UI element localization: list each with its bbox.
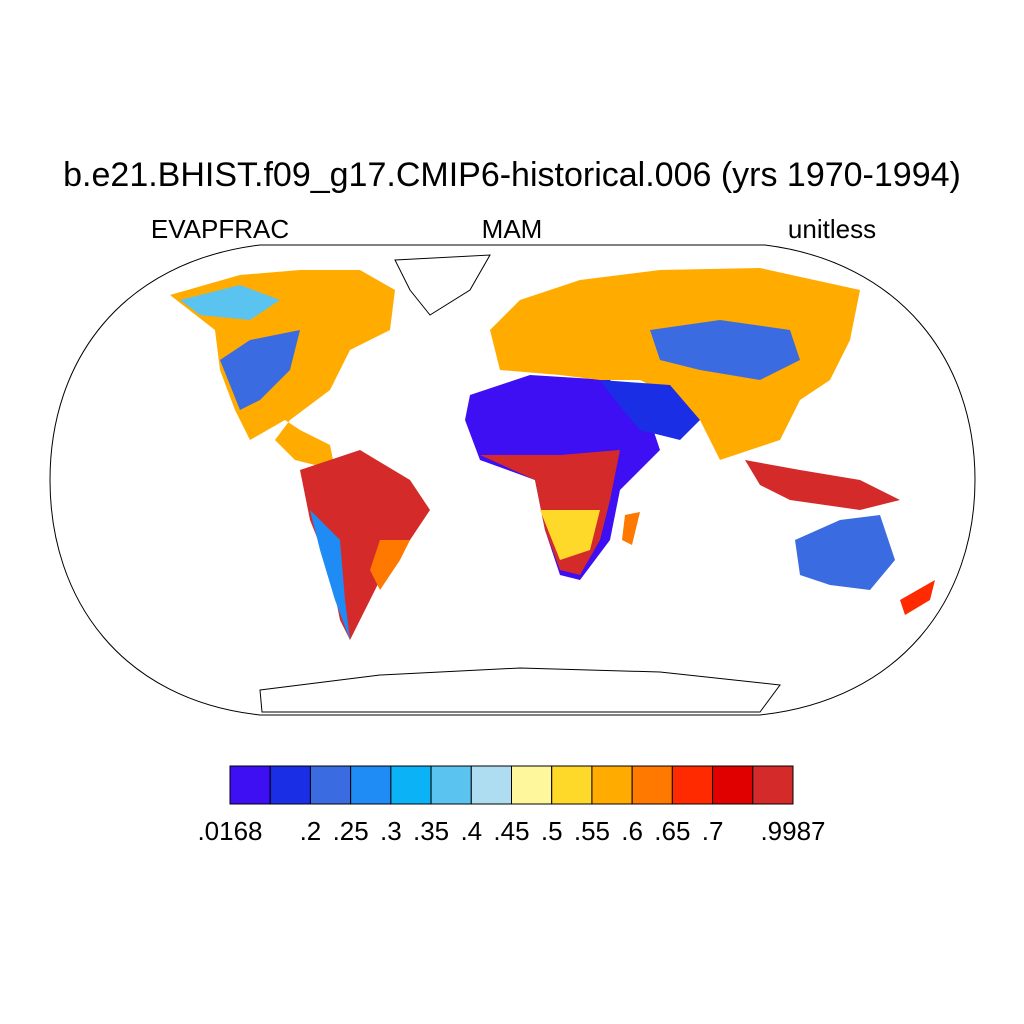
colorbar-box <box>712 765 754 805</box>
colorbar-box <box>269 765 311 805</box>
colorbar-label: .35 <box>413 816 449 846</box>
colorbar-label: .5 <box>541 816 563 846</box>
colorbar-label: .0168 <box>197 816 262 846</box>
right-string: unitless <box>788 214 876 244</box>
north-america-dry <box>220 330 300 410</box>
colorbar-label: .55 <box>574 816 610 846</box>
colorbar-box <box>470 765 512 805</box>
colorbar: .0168 .2 .25 .3 .35 .4 .45 .5 .55 .6 .65 .7 .9987 <box>197 765 826 846</box>
left-string: EVAPFRAC <box>151 214 289 244</box>
new-zealand <box>900 580 935 615</box>
arabia <box>600 380 700 440</box>
antarctica <box>259 667 781 713</box>
colorbar-box <box>229 765 271 805</box>
colorbar-label: .3 <box>380 816 402 846</box>
colorbar-box <box>752 765 794 805</box>
colorbar-box <box>350 765 392 805</box>
center-string: MAM <box>482 214 543 244</box>
colorbar-box <box>309 765 352 805</box>
colorbar-label: .9987 <box>760 816 825 846</box>
colorbar-label: .6 <box>621 816 643 846</box>
greenland <box>394 254 491 316</box>
south-america-west <box>310 510 350 640</box>
eurasia <box>490 268 860 460</box>
north-america-north <box>180 285 280 320</box>
central-asia <box>650 320 800 380</box>
australia <box>795 515 895 590</box>
southeast-asia <box>745 460 900 510</box>
colorbar-label: .25 <box>333 816 369 846</box>
africa-south <box>540 510 600 560</box>
south-america-south <box>370 540 410 590</box>
colorbar-box <box>591 765 633 805</box>
colorbar-label: .7 <box>702 816 724 846</box>
colorbar-label: .65 <box>654 816 690 846</box>
colorbar-label: .45 <box>493 816 529 846</box>
colorbar-box <box>430 765 472 805</box>
south-america <box>300 450 430 640</box>
colorbar-box <box>671 765 714 805</box>
title: b.e21.BHIST.f09_g17.CMIP6-historical.006… <box>63 156 961 194</box>
map-outline <box>49 244 976 716</box>
colorbar-label: .2 <box>300 816 322 846</box>
colorbar-box <box>551 765 593 805</box>
colorbar-box <box>631 765 673 805</box>
colorbar-box <box>390 765 432 805</box>
colorbar-label: .4 <box>460 816 482 846</box>
colorbar-box <box>511 765 553 805</box>
madagascar <box>622 512 640 545</box>
map <box>49 244 976 716</box>
